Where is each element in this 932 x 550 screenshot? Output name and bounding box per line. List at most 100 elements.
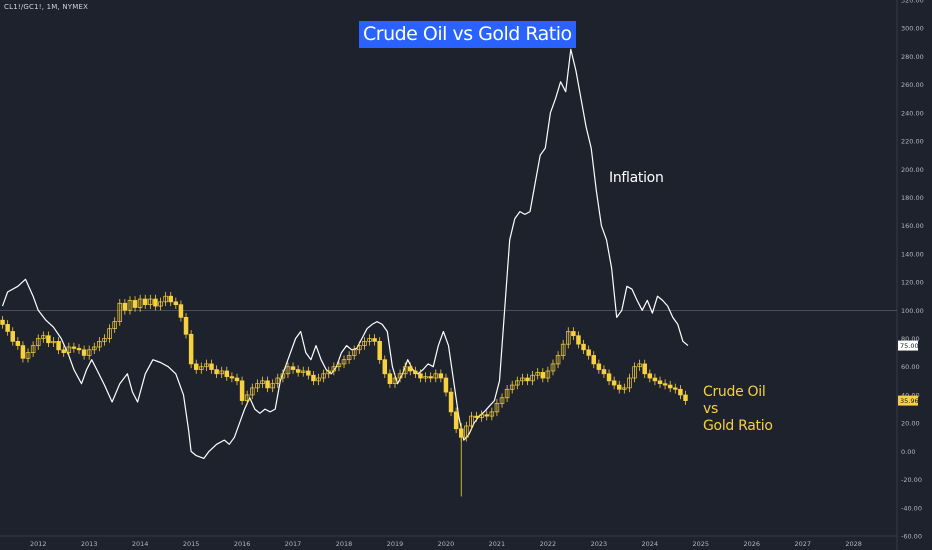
- inflation-line: [1, 48, 689, 459]
- ratio-candle-body: [586, 349, 591, 356]
- inflation-annotation: Inflation: [609, 170, 664, 186]
- ratio-candle-body: [520, 377, 525, 382]
- ratio-candle-body: [193, 363, 199, 370]
- ratio-candle-body: [61, 349, 66, 353]
- ratio-candle-body: [336, 363, 342, 368]
- y-tick-label: -40.00: [901, 504, 922, 512]
- ratio-candle-body: [15, 340, 21, 346]
- ratio-candle-body: [132, 300, 138, 308]
- ratio-candle-body: [346, 355, 352, 361]
- x-tick-label: 2017: [285, 540, 302, 548]
- x-tick-label: 2018: [336, 540, 353, 548]
- ratio-candle-body: [306, 370, 311, 376]
- ratio-candle-body: [545, 370, 551, 379]
- ratio-candle-body: [20, 345, 26, 359]
- ratio-candle-body: [0, 319, 5, 325]
- ratio-candle-body: [148, 298, 153, 306]
- x-tick-label: 2022: [540, 540, 557, 548]
- y-tick-label: 80.00: [901, 335, 920, 343]
- ratio-candle-body: [616, 384, 622, 390]
- ratio-candle-body: [438, 373, 444, 379]
- ratio-annotation-line-1: Crude Oil: [703, 384, 766, 400]
- ratio-candle-body: [30, 345, 36, 353]
- ratio-candle-body: [122, 302, 128, 311]
- inflation-last-value-bg: [898, 340, 918, 351]
- ratio-candle-body: [469, 415, 474, 427]
- ratio-candle-body: [51, 340, 56, 344]
- ratio-candle-body: [56, 340, 61, 351]
- y-tick-label: 200.00: [901, 166, 924, 174]
- ratio-candle-body: [443, 377, 449, 393]
- ratio-candle-body: [234, 377, 240, 382]
- x-tick-label: 2012: [30, 540, 47, 548]
- ratio-candle-body: [250, 387, 255, 396]
- ratio-annotation: Crude Oil vs Gold Ratio: [703, 384, 773, 435]
- ratio-candle-body: [326, 370, 331, 375]
- symbol-label: CL1!/GC1!, 1M, NYMEX: [4, 3, 89, 11]
- ratio-candle-body: [112, 321, 117, 330]
- ratio-candle-body: [413, 370, 418, 375]
- ratio-candle-body: [397, 373, 403, 379]
- ratio-candle-body: [494, 403, 500, 413]
- x-tick-label: 2021: [489, 540, 506, 548]
- ratio-candle-body: [219, 370, 224, 375]
- ratio-candle-body: [321, 373, 326, 379]
- ratio-candle-body: [622, 387, 627, 390]
- ratio-candle-body: [341, 359, 347, 365]
- x-tick-label: 2028: [845, 540, 862, 548]
- ratio-candle-body: [137, 298, 143, 308]
- ratio-candle-body: [387, 373, 393, 385]
- ratio-candle-body: [474, 415, 479, 418]
- y-tick-label: 60.00: [901, 363, 920, 371]
- ratio-candle-body: [535, 372, 540, 376]
- ratio-candle-body: [102, 338, 107, 342]
- ratio-candle-body: [642, 363, 647, 375]
- ratio-candle-body: [652, 377, 658, 382]
- y-tick-label: 260.00: [901, 81, 924, 89]
- ratio-candle-body: [117, 302, 123, 322]
- ratio-candle-body: [71, 346, 77, 349]
- ratio-candle-body: [92, 346, 97, 351]
- y-tick-label: 20.00: [901, 420, 920, 428]
- ratio-candle-body: [402, 366, 408, 375]
- ratio-candle-body: [214, 369, 219, 375]
- ratio-candle-body: [290, 366, 296, 370]
- ratio-candle-body: [285, 366, 291, 375]
- x-tick-label: 2013: [81, 540, 98, 548]
- x-tick-label: 2025: [693, 540, 710, 548]
- ratio-candle-body: [46, 335, 51, 344]
- ratio-candle-body: [611, 380, 617, 386]
- ratio-candle-body: [408, 366, 413, 372]
- ratio-candle-body: [25, 352, 31, 359]
- ratio-candle-body: [163, 295, 168, 303]
- y-tick-label: 100.00: [901, 307, 924, 315]
- ratio-candle-body: [76, 348, 82, 351]
- y-tick-label: 280.00: [901, 53, 924, 61]
- ratio-candle-body: [362, 340, 367, 346]
- ratio-candle-body: [10, 331, 15, 342]
- ratio-candle-body: [428, 376, 433, 379]
- x-tick-label: 2015: [183, 540, 200, 548]
- ratio-candle-body: [657, 380, 663, 385]
- ratio-annotation-line-3: Gold Ratio: [703, 418, 773, 434]
- ratio-candle-body: [591, 355, 597, 365]
- ratio-candle-body: [209, 363, 214, 370]
- x-tick-label: 2023: [591, 540, 608, 548]
- x-tick-label: 2020: [438, 540, 455, 548]
- ratio-candle-body: [433, 373, 439, 379]
- ratio-candle-body: [555, 355, 561, 365]
- ratio-candle-body: [316, 377, 321, 382]
- ratio-candle-body: [41, 335, 46, 339]
- ratio-candle-body: [143, 298, 148, 306]
- x-tick-label: 2026: [743, 540, 760, 548]
- ratio-candle-body: [153, 298, 158, 307]
- ratio-candle-body: [367, 338, 372, 342]
- x-tick-label: 2027: [794, 540, 811, 548]
- ratio-candle-body: [35, 338, 41, 346]
- ratio-candle-body: [183, 317, 189, 335]
- x-tick-label: 2024: [642, 540, 659, 548]
- ratio-candle-body: [464, 425, 469, 438]
- ratio-last-value-bg: [898, 395, 918, 406]
- ratio-candle-body: [499, 397, 505, 404]
